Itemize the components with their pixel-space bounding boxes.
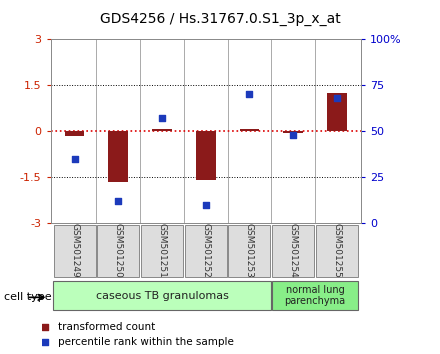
Text: GSM501249: GSM501249: [70, 223, 79, 278]
Bar: [228, 225, 270, 278]
Text: caseous TB granulomas: caseous TB granulomas: [95, 291, 228, 301]
Text: GSM501251: GSM501251: [158, 223, 166, 278]
Text: GSM501252: GSM501252: [201, 223, 210, 278]
Bar: [196, 131, 216, 180]
Point: [158, 115, 165, 121]
Bar: [271, 281, 358, 310]
Bar: [97, 225, 139, 278]
Bar: [141, 225, 183, 278]
Bar: [53, 281, 271, 310]
Bar: [152, 130, 172, 131]
Bar: [272, 225, 314, 278]
Point: [333, 95, 340, 101]
Point: [235, 259, 242, 265]
Bar: [327, 93, 347, 131]
Point: [202, 202, 209, 207]
Text: transformed count: transformed count: [59, 321, 156, 332]
Text: GSM501255: GSM501255: [332, 223, 341, 278]
Bar: [65, 131, 84, 136]
Text: GSM501253: GSM501253: [245, 223, 254, 278]
Bar: [54, 225, 95, 278]
Bar: [283, 131, 303, 132]
Point: [246, 91, 253, 97]
Text: GSM501254: GSM501254: [289, 223, 297, 278]
Bar: [239, 129, 259, 131]
Text: normal lung
parenchyma: normal lung parenchyma: [284, 285, 345, 307]
Text: percentile rank within the sample: percentile rank within the sample: [59, 337, 234, 348]
Point: [71, 156, 78, 161]
Point: [115, 198, 122, 204]
Bar: [316, 225, 358, 278]
Text: GSM501250: GSM501250: [114, 223, 123, 278]
Text: GDS4256 / Hs.31767.0.S1_3p_x_at: GDS4256 / Hs.31767.0.S1_3p_x_at: [99, 12, 341, 27]
Bar: [109, 131, 128, 182]
Bar: [185, 225, 227, 278]
Text: cell type: cell type: [4, 292, 52, 302]
Point: [235, 114, 242, 120]
Point: [290, 132, 297, 137]
